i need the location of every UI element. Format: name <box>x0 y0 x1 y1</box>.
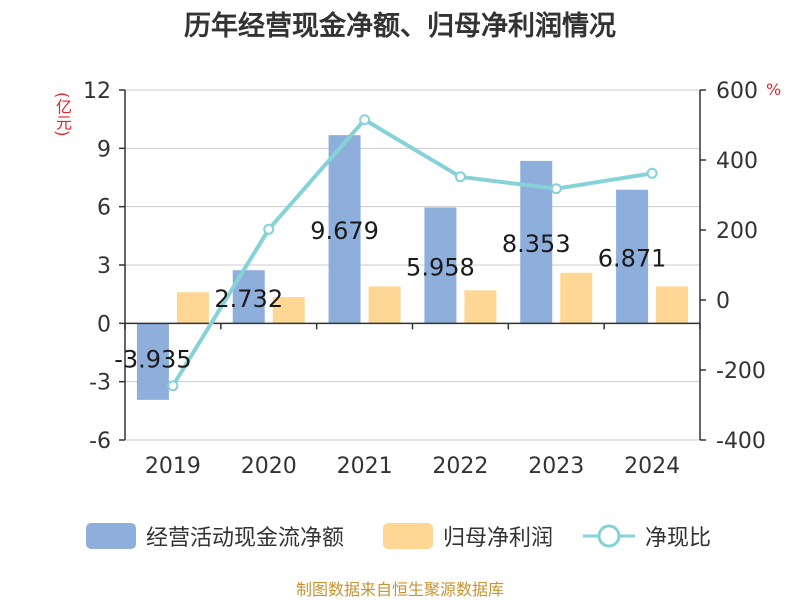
right-axis-tick-label: 400 <box>716 149 758 174</box>
x-axis-tick-label: 2019 <box>145 454 201 479</box>
legend-item-ratio[interactable]: 净现比 <box>583 518 711 554</box>
legend-swatch-cashflow <box>86 523 136 549</box>
right-axis-unit: % <box>766 80 782 99</box>
bar-cashflow <box>616 189 649 324</box>
line-point <box>263 223 275 235</box>
legend-label-net-profit: 归母净利润 <box>443 526 554 551</box>
legend-label-ratio: 净现比 <box>645 526 712 551</box>
right-axis-tick-label: -200 <box>716 359 766 384</box>
left-axis-tick-label: 6 <box>97 196 111 221</box>
line-point <box>454 171 466 183</box>
data-label: 2.732 <box>214 285 283 313</box>
x-axis-tick-label: 2022 <box>432 454 488 479</box>
left-axis-tick-label: 9 <box>97 137 111 162</box>
bar-cashflow <box>328 135 361 324</box>
right-axis-tick-label: -400 <box>716 429 766 454</box>
bar-net-profit <box>272 297 305 324</box>
legend-item-cashflow[interactable]: 经营活动现金流净额 <box>86 518 344 554</box>
data-source: 制图数据来自恒生聚源数据库 <box>295 580 504 599</box>
legend-swatch-net-profit <box>383 523 433 549</box>
bar-net-profit <box>656 286 689 324</box>
x-axis-tick-label: 2020 <box>241 454 297 479</box>
bar-net-profit <box>560 272 593 324</box>
left-axis-tick-label: 3 <box>97 254 111 279</box>
x-axis-tick-label: 2024 <box>624 454 680 479</box>
data-label: 9.679 <box>310 217 379 245</box>
line-point <box>646 167 658 179</box>
bar-net-profit <box>176 292 209 324</box>
left-axis-tick-label: -3 <box>89 371 111 396</box>
x-axis-tick-label: 2021 <box>337 454 393 479</box>
legend: 经营活动现金流净额 归母净利润 净现比 <box>0 518 800 554</box>
data-label: 8.353 <box>502 230 571 258</box>
bar-net-profit <box>464 290 497 324</box>
line-ratio <box>171 117 653 387</box>
left-axis-unit: (亿元) <box>53 92 72 137</box>
chart-title: 历年经营现金净额、归母净利润情况 <box>184 11 616 42</box>
x-axis-tick-label: 2023 <box>528 454 584 479</box>
legend-item-net-profit[interactable]: 归母净利润 <box>383 518 553 554</box>
right-axis-tick-label: 200 <box>716 219 758 244</box>
left-axis-tick-label: 12 <box>83 79 111 104</box>
left-axis-tick-label: 0 <box>97 312 111 337</box>
line-point <box>167 380 179 392</box>
data-label: -3.935 <box>114 345 191 373</box>
right-axis-tick-label: 600 <box>716 79 758 104</box>
line-point <box>359 114 371 126</box>
bar-cashflow <box>424 207 457 324</box>
data-label: 5.958 <box>406 253 475 281</box>
left-axis-tick-label: -6 <box>89 429 111 454</box>
bar-cashflow <box>136 323 169 400</box>
legend-label-cashflow: 经营活动现金流净额 <box>146 526 345 551</box>
bar-net-profit <box>368 286 401 324</box>
right-axis-tick-label: 0 <box>716 289 730 314</box>
data-label: 6.871 <box>598 245 667 273</box>
line-point <box>550 183 562 195</box>
legend-line-marker <box>583 524 635 548</box>
